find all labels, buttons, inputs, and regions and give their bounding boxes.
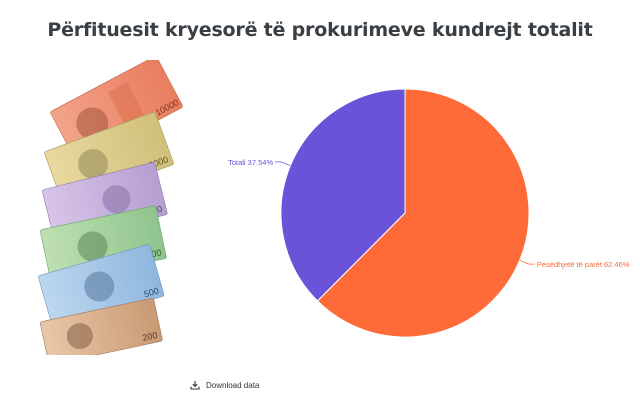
chart-title: Përfituesit kryesorë të prokurimeve kund… bbox=[47, 19, 593, 41]
pie-data-label-1: Totali 37.54% bbox=[228, 158, 273, 167]
banknote-200: 200 bbox=[40, 297, 163, 355]
pie-slice-1[interactable] bbox=[280, 88, 406, 302]
download-icon bbox=[190, 381, 200, 390]
download-data-button[interactable]: Download data bbox=[190, 378, 259, 392]
banknote-label: 200 bbox=[142, 330, 159, 343]
banknote-500: 500 bbox=[38, 244, 165, 328]
download-label: Download data bbox=[206, 380, 260, 390]
pie-slice-0[interactable] bbox=[316, 88, 530, 338]
pie-label-connector-0 bbox=[519, 259, 535, 265]
banknotes-illustration: 10000 5000 2000 1000 500 200 bbox=[38, 60, 183, 355]
pie-chart: Pesëdhjetë të parët 62.46% Totali 37.54% bbox=[228, 88, 630, 338]
banknote-label: 500 bbox=[143, 286, 160, 300]
pie-data-label-0: Pesëdhjetë të parët 62.46% bbox=[537, 260, 630, 269]
banknote-10000: 10000 bbox=[50, 60, 183, 163]
pie-label-connector-1 bbox=[275, 161, 291, 167]
